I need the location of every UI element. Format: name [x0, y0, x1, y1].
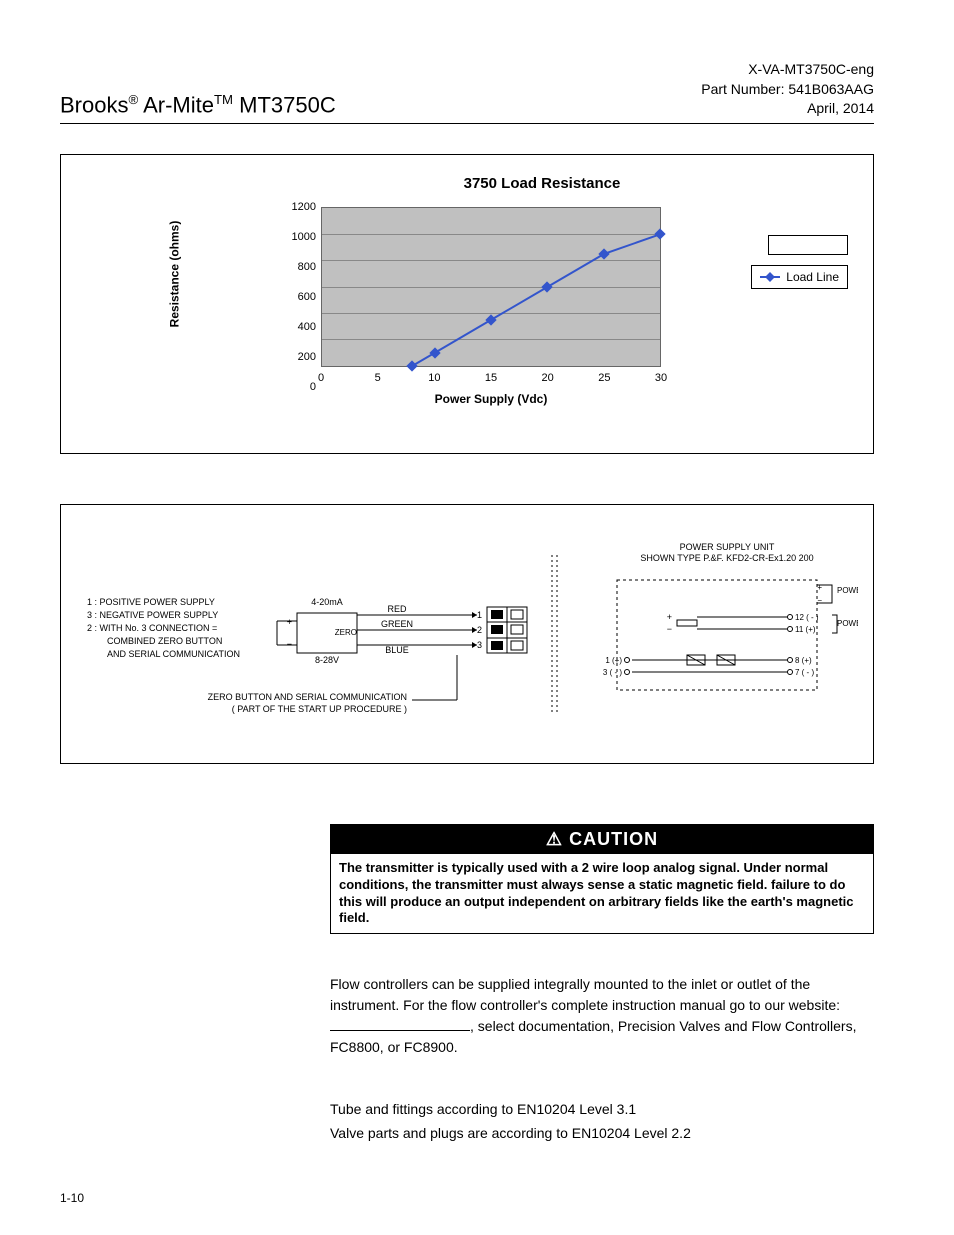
chart-title: 3750 Load Resistance: [231, 175, 853, 192]
power-rail: POWER RAIL: [837, 586, 858, 595]
x-tick: 20: [542, 372, 554, 384]
wiring-svg: 1 : POSITIVE POWER SUPPLY 3 : NEGATIVE P…: [76, 535, 858, 735]
svg-text:−: −: [667, 624, 672, 634]
x-tick: 0: [318, 372, 324, 384]
psu-label-1: POWER SUPPLY UNIT: [680, 542, 775, 552]
y-axis-label: Resistance (ohms): [167, 220, 181, 327]
certification-text: Tube and fittings according to EN10204 L…: [330, 1098, 874, 1146]
caution-header: ⚠ CAUTION: [331, 825, 873, 854]
svg-text:+: +: [817, 583, 822, 592]
wiring-legend-2b: COMBINED ZERO BUTTON: [107, 636, 222, 646]
psu-label-2: SHOWN TYPE P.&F. KFD2-CR-Ex1.20 200: [640, 553, 813, 563]
svg-text:−: −: [287, 639, 292, 649]
x-axis-label: Power Supply (Vdc): [321, 392, 661, 406]
wiring-legend-3: 3 : NEGATIVE POWER SUPPLY: [87, 610, 218, 620]
y-tick: 200: [298, 351, 316, 363]
wire-zero: ZERO: [335, 628, 357, 637]
voltage-8-28v: 8-28V: [315, 655, 339, 665]
pin-1-left: 1 (+): [605, 656, 622, 665]
product-title: Brooks® Ar-MiteTM MT3750C: [60, 92, 336, 118]
svg-text:+: +: [667, 612, 672, 622]
x-tick: 15: [485, 372, 497, 384]
y-tick: 800: [298, 261, 316, 273]
wiring-diagram: 1 : POSITIVE POWER SUPPLY 3 : NEGATIVE P…: [60, 504, 874, 764]
terminal-1: 1: [477, 610, 482, 620]
pin-12: 12 ( - ): [795, 613, 819, 622]
wiring-legend-1: 1 : POSITIVE POWER SUPPLY: [87, 597, 215, 607]
y-tick: 400: [298, 321, 316, 333]
y-tick: 1000: [292, 231, 316, 243]
y-tick: 600: [298, 291, 316, 303]
page-header: Brooks® Ar-MiteTM MT3750C X-VA-MT3750C-e…: [60, 60, 874, 124]
legend-marker-icon: [760, 276, 780, 278]
blank-website-line: [330, 1030, 470, 1031]
signal-4-20ma: 4-20mA: [311, 597, 343, 607]
caution-box: ⚠ CAUTION The transmitter is typically u…: [330, 824, 874, 935]
wiring-legend-2a: 2 : WITH No. 3 CONNECTION =: [87, 623, 217, 633]
power-supply-label: POWER SUPPLY: [837, 619, 858, 628]
x-tick: 25: [598, 372, 610, 384]
chart-legend: Load Line: [751, 265, 848, 289]
warning-icon: ⚠: [546, 829, 563, 849]
page: Brooks® Ar-MiteTM MT3750C X-VA-MT3750C-e…: [0, 0, 954, 1235]
zero-note-1: ZERO BUTTON AND SERIAL COMMUNICATION: [208, 692, 407, 702]
wire-green: GREEN: [381, 619, 413, 629]
pin-11: 11 (+): [795, 625, 816, 634]
y-tick: 1200: [292, 201, 316, 213]
x-tick: 10: [428, 372, 440, 384]
doc-date: April, 2014: [701, 99, 874, 119]
load-resistance-chart: 3750 Load Resistance Resistance (ohms) 1…: [60, 154, 874, 454]
page-number: 1-10: [60, 1191, 84, 1205]
wire-red: RED: [387, 604, 407, 614]
x-tick: 30: [655, 372, 667, 384]
cert-line-2: Valve parts and plugs are according to E…: [330, 1122, 874, 1146]
doc-info: X-VA-MT3750C-eng Part Number: 541B063AAG…: [701, 60, 874, 119]
wiring-legend-2c: AND SERIAL COMMUNICATION: [107, 649, 240, 659]
cert-line-1: Tube and fittings according to EN10204 L…: [330, 1098, 874, 1122]
part-number-line: Part Number: 541B063AAG: [701, 80, 874, 100]
pin-8: 8 (+): [795, 656, 812, 665]
terminal-3: 3: [477, 640, 482, 650]
zero-note-2: ( PART OF THE START UP PROCEDURE ): [232, 704, 407, 714]
x-tick: 5: [375, 372, 381, 384]
svg-text:−: −: [817, 596, 822, 605]
svg-text:+: +: [287, 617, 292, 627]
legend-label: Load Line: [786, 270, 839, 284]
terminal-2: 2: [477, 625, 482, 635]
legend-empty-box: [768, 235, 848, 255]
pin-7: 7 ( - ): [795, 668, 814, 677]
flow-controller-paragraph: Flow controllers can be supplied integra…: [330, 974, 874, 1058]
pin-3-left: 3 ( - ): [603, 668, 622, 677]
caution-heading: CAUTION: [569, 829, 658, 849]
caution-body: The transmitter is typically used with a…: [331, 854, 873, 934]
chart-area: Resistance (ohms) 1200 1000 800 600 400 …: [261, 207, 661, 387]
plot-area: [321, 207, 661, 367]
doc-code: X-VA-MT3750C-eng: [701, 60, 874, 80]
wire-blue: BLUE: [385, 645, 409, 655]
y-tick: 0: [310, 381, 316, 393]
